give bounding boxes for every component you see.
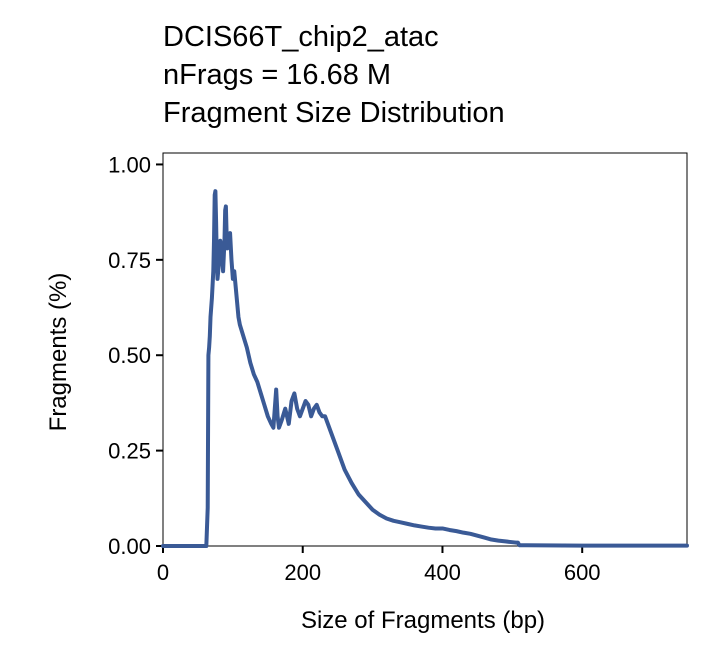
x-axis: 0 200 400 600: [157, 546, 601, 585]
x-tick-label: 400: [424, 560, 461, 585]
y-axis: 0.00 0.25 0.50 0.75 1.00: [108, 152, 163, 559]
y-tick-label: 0.00: [108, 534, 151, 559]
plot-frame: [162, 152, 688, 547]
chart-title: DCIS66T_chip2_atac nFrags = 16.68 M Frag…: [163, 18, 505, 132]
y-tick-label: 0.25: [108, 439, 151, 464]
title-line-description: Fragment Size Distribution: [163, 97, 505, 129]
x-axis-label: Size of Fragments (bp): [301, 607, 545, 634]
title-line-sample: DCIS66T_chip2_atac: [163, 21, 439, 53]
x-tick-label: 600: [564, 560, 601, 585]
y-tick-label: 0.75: [108, 248, 151, 273]
y-tick-label: 0.50: [108, 343, 151, 368]
x-tick-label: 200: [284, 560, 321, 585]
fragment-size-line: [161, 189, 689, 548]
y-axis-label: Fragments (%): [45, 273, 72, 432]
y-tick-label: 1.00: [108, 152, 151, 177]
x-tick-label: 0: [157, 560, 169, 585]
title-line-nfrags: nFrags = 16.68 M: [163, 59, 392, 91]
